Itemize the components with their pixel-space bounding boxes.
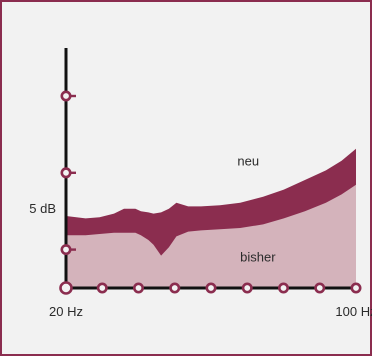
tick-markers — [59, 90, 362, 295]
x-tick-label: 100 Hz — [335, 304, 372, 319]
x-tick-marker — [277, 282, 289, 294]
x-tick-marker — [314, 282, 326, 294]
x-tick-marker — [205, 282, 217, 294]
series-label-neu: neu — [237, 154, 259, 169]
chart-labels: 20 Hz 100 Hz 5 dB neu bisher — [29, 154, 372, 319]
x-tick-marker — [241, 282, 253, 294]
x-tick-marker — [96, 282, 108, 294]
y-tick-marker — [60, 244, 72, 256]
y-tick-label: 5 dB — [29, 201, 56, 216]
x-tick-marker — [133, 282, 145, 294]
x-tick-marker — [59, 281, 73, 295]
x-tick-marker — [350, 282, 362, 294]
x-tick-label: 20 Hz — [49, 304, 83, 319]
y-tick-marker — [60, 90, 72, 102]
area-bisher — [66, 184, 356, 288]
series-areas — [66, 148, 356, 288]
x-tick-marker — [169, 282, 181, 294]
y-tick-marker — [60, 167, 72, 179]
series-label-bisher: bisher — [240, 250, 276, 265]
